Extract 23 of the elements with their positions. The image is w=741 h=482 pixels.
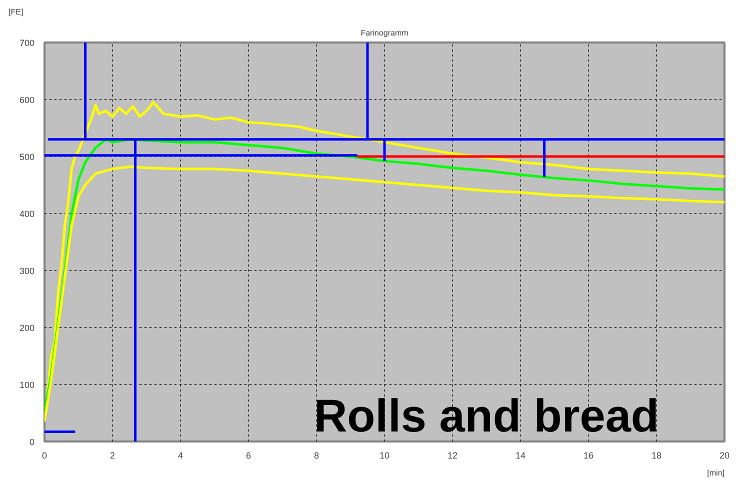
chart-title: Farinogramm bbox=[360, 28, 409, 38]
x-tick-label: 12 bbox=[447, 450, 458, 460]
x-tick-label: 14 bbox=[515, 450, 526, 460]
x-tick-label: 10 bbox=[379, 450, 390, 460]
y-tick-label: 200 bbox=[19, 323, 35, 333]
y-tick-label: 700 bbox=[19, 38, 35, 48]
y-tick-label: 400 bbox=[19, 209, 35, 219]
y-tick-label: 300 bbox=[19, 266, 35, 276]
y-tick-label: 500 bbox=[19, 152, 35, 162]
annotation: Rolls and bread bbox=[314, 390, 660, 442]
y-tick-label: 0 bbox=[29, 437, 35, 447]
x-tick-label: 20 bbox=[719, 450, 730, 460]
y-axis-title: [FE] bbox=[8, 8, 24, 16]
x-tick-label: 4 bbox=[178, 450, 184, 460]
x-tick-label: 6 bbox=[246, 450, 252, 460]
y-tick-label: 600 bbox=[19, 95, 35, 105]
x-tick-label: 8 bbox=[314, 450, 320, 460]
x-axis-title: [min] bbox=[707, 468, 725, 478]
y-tick-label: 100 bbox=[19, 380, 35, 390]
x-tick-label: 0 bbox=[42, 450, 48, 460]
x-tick-label: 2 bbox=[110, 450, 116, 460]
x-tick-label: 16 bbox=[583, 450, 594, 460]
x-tick-label: 18 bbox=[651, 450, 662, 460]
